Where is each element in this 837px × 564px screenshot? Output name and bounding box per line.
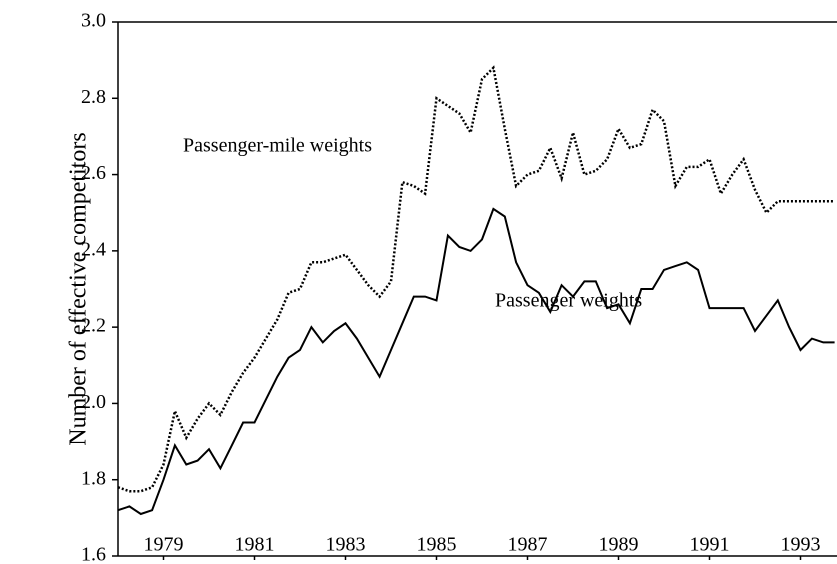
y-tick-label: 2.2 bbox=[81, 315, 106, 337]
x-tick-label: 1983 bbox=[326, 534, 366, 556]
y-tick-label: 2.0 bbox=[81, 391, 106, 413]
x-tick-label: 1989 bbox=[599, 534, 639, 556]
series-line bbox=[117, 65, 835, 493]
x-tick-label: 1979 bbox=[144, 534, 184, 556]
series-line bbox=[117, 207, 835, 516]
x-tick-label: 1985 bbox=[417, 534, 457, 556]
y-tick-label: 2.4 bbox=[81, 238, 106, 260]
y-axis-label: Number of effective competitors bbox=[66, 132, 92, 445]
x-tick-label: 1987 bbox=[508, 534, 548, 556]
y-tick-label: 1.6 bbox=[81, 544, 106, 564]
x-tick-label: 1993 bbox=[781, 534, 821, 556]
x-tick-label: 1991 bbox=[690, 534, 730, 556]
y-tick-label: 2.6 bbox=[81, 162, 106, 184]
y-tick-label: 2.8 bbox=[81, 86, 106, 108]
y-tick-label: 3.0 bbox=[81, 10, 106, 32]
y-tick-label: 1.8 bbox=[81, 467, 106, 489]
annotation: Passenger-mile weights bbox=[183, 135, 372, 157]
x-tick-label: 1981 bbox=[235, 534, 275, 556]
